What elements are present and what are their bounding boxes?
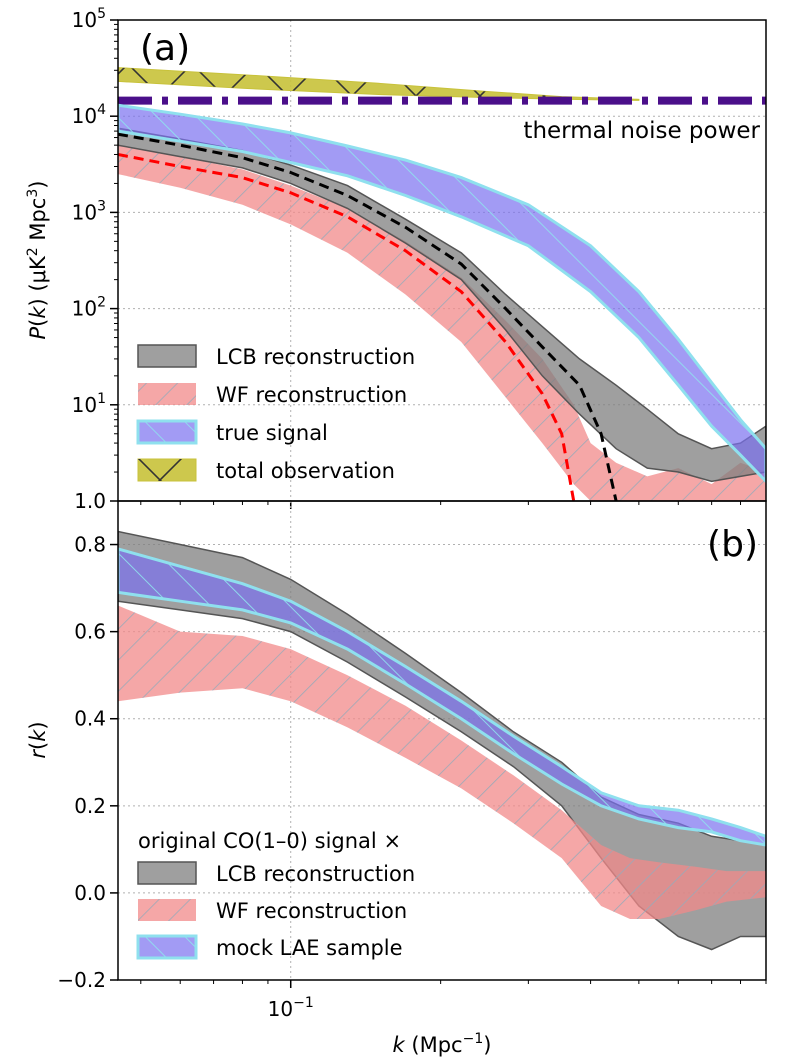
- ylabel-a-sup2: 3: [25, 189, 41, 198]
- panel-b-legend: LCB reconstruction WF reconstruction mock …: [136, 861, 415, 960]
- panel-b: −0.2 0.0 0.2 0.4 0.6 0.8 10−1 (b) r(k) k (Mpc…: [26, 500, 767, 1057]
- total-observation-hatch: [118, 67, 639, 101]
- panel-a-label: (a): [140, 28, 190, 69]
- wf-median-line: [118, 153, 576, 501]
- panel-b-y-label: r(k): [26, 721, 50, 758]
- legend-b-swatch-hatch-wf-reconstruction: [138, 899, 196, 921]
- y-tick-label-b: 0.2: [74, 794, 106, 818]
- panel-a-grid: [118, 20, 766, 501]
- noise-annotation: thermal noise power: [523, 118, 760, 144]
- x-tick-label-b: 10−1: [268, 995, 314, 1021]
- legend-a-swatch-hatch-true-signal: [138, 421, 196, 443]
- legend-a-swatch-hatch-wf-reconstruction: [138, 383, 196, 405]
- lae-correlation-hatch: [118, 548, 766, 845]
- y-tick-label-b: 0.4: [74, 707, 106, 731]
- ylabel-a-post: ): [26, 181, 50, 189]
- legend-b-label-mock-lae-sample: mock LAE sample: [216, 936, 403, 960]
- panel-a-x-ticks: [140, 501, 767, 509]
- y-tick-label-b: 0.8: [74, 533, 106, 557]
- y-tick-label-a: 101: [72, 391, 106, 417]
- y-tick-label-a: 1.0: [74, 489, 106, 513]
- panel-b-series: [118, 530, 766, 951]
- xlabel-italic: k: [393, 1033, 406, 1057]
- panel-a-y-ticks: 1.0 101 102 103 104 105: [72, 6, 118, 513]
- lcb-reconstruction-band: [118, 127, 766, 483]
- legend-a-label-lcb-reconstruction: LCB reconstruction: [216, 345, 415, 369]
- wf-reconstruction-hatch: [118, 145, 766, 501]
- lcb-correlation-band: [118, 530, 766, 951]
- legend-a-label-true-signal: true signal: [216, 421, 328, 445]
- y-tick-label-b: 0.0: [74, 881, 106, 905]
- xlabel-pre: (Mpc: [405, 1033, 463, 1057]
- legend-b-label-wf-reconstruction: WF reconstruction: [216, 899, 407, 923]
- legend-a-label-total-observation: total observation: [216, 459, 395, 483]
- legend-b-swatch-hatch-mock-lae-sample: [138, 936, 196, 958]
- panel-b-legend-title: original CO(1–0) signal ×: [138, 829, 401, 853]
- ylabel-a-pre: (μK: [26, 255, 50, 298]
- ylabel-a-mid: Mpc: [26, 198, 50, 248]
- ylabel-a-k: k: [26, 306, 50, 319]
- y-tick-label-a: 105: [72, 6, 106, 32]
- ylabel-a-sup1: 2: [25, 247, 41, 256]
- legend-a-swatch-hatch-total-observation: [138, 459, 196, 481]
- y-tick-label-a: 102: [72, 295, 106, 321]
- legend-a-label-wf-reconstruction: WF reconstruction: [216, 383, 407, 407]
- panel-a-y-label: P(k) (μK2 Mpc3): [25, 181, 50, 340]
- y-tick-label-b: 0.6: [74, 620, 106, 644]
- panel-b-x-ticks: 10−1: [140, 980, 767, 1021]
- legend-b-label-lcb-reconstruction: LCB reconstruction: [216, 862, 415, 886]
- legend-b-swatch-lcb-reconstruction: [137, 861, 197, 885]
- legend-a-swatch-lcb-reconstruction: [137, 344, 197, 368]
- panel-a-series: [118, 67, 766, 501]
- panel-b-x-label: k (Mpc−1): [393, 1031, 492, 1057]
- xlabel-post: ): [483, 1033, 491, 1057]
- ylabel-a-italic: P: [26, 326, 50, 339]
- panel-b-label: (b): [707, 524, 758, 565]
- xlabel-sup: −1: [463, 1031, 484, 1047]
- panel-b-y-ticks: −0.2 0.0 0.2 0.4 0.6 0.8: [57, 533, 118, 992]
- y-tick-label-a: 103: [72, 198, 106, 224]
- panel-a-legend: LCB reconstruction WF reconstruction true …: [136, 344, 415, 483]
- panel-b-frame: [117, 500, 767, 981]
- wf-correlation-hatch: [118, 605, 766, 919]
- true-signal-hatch: [118, 105, 766, 482]
- lcb-median-line: [118, 132, 618, 501]
- panel-a: 1.0 101 102 103 104 105 (a) thermal noise pow…: [25, 6, 767, 513]
- y-tick-label-b: −0.2: [57, 968, 106, 992]
- y-tick-label-a: 104: [72, 102, 106, 128]
